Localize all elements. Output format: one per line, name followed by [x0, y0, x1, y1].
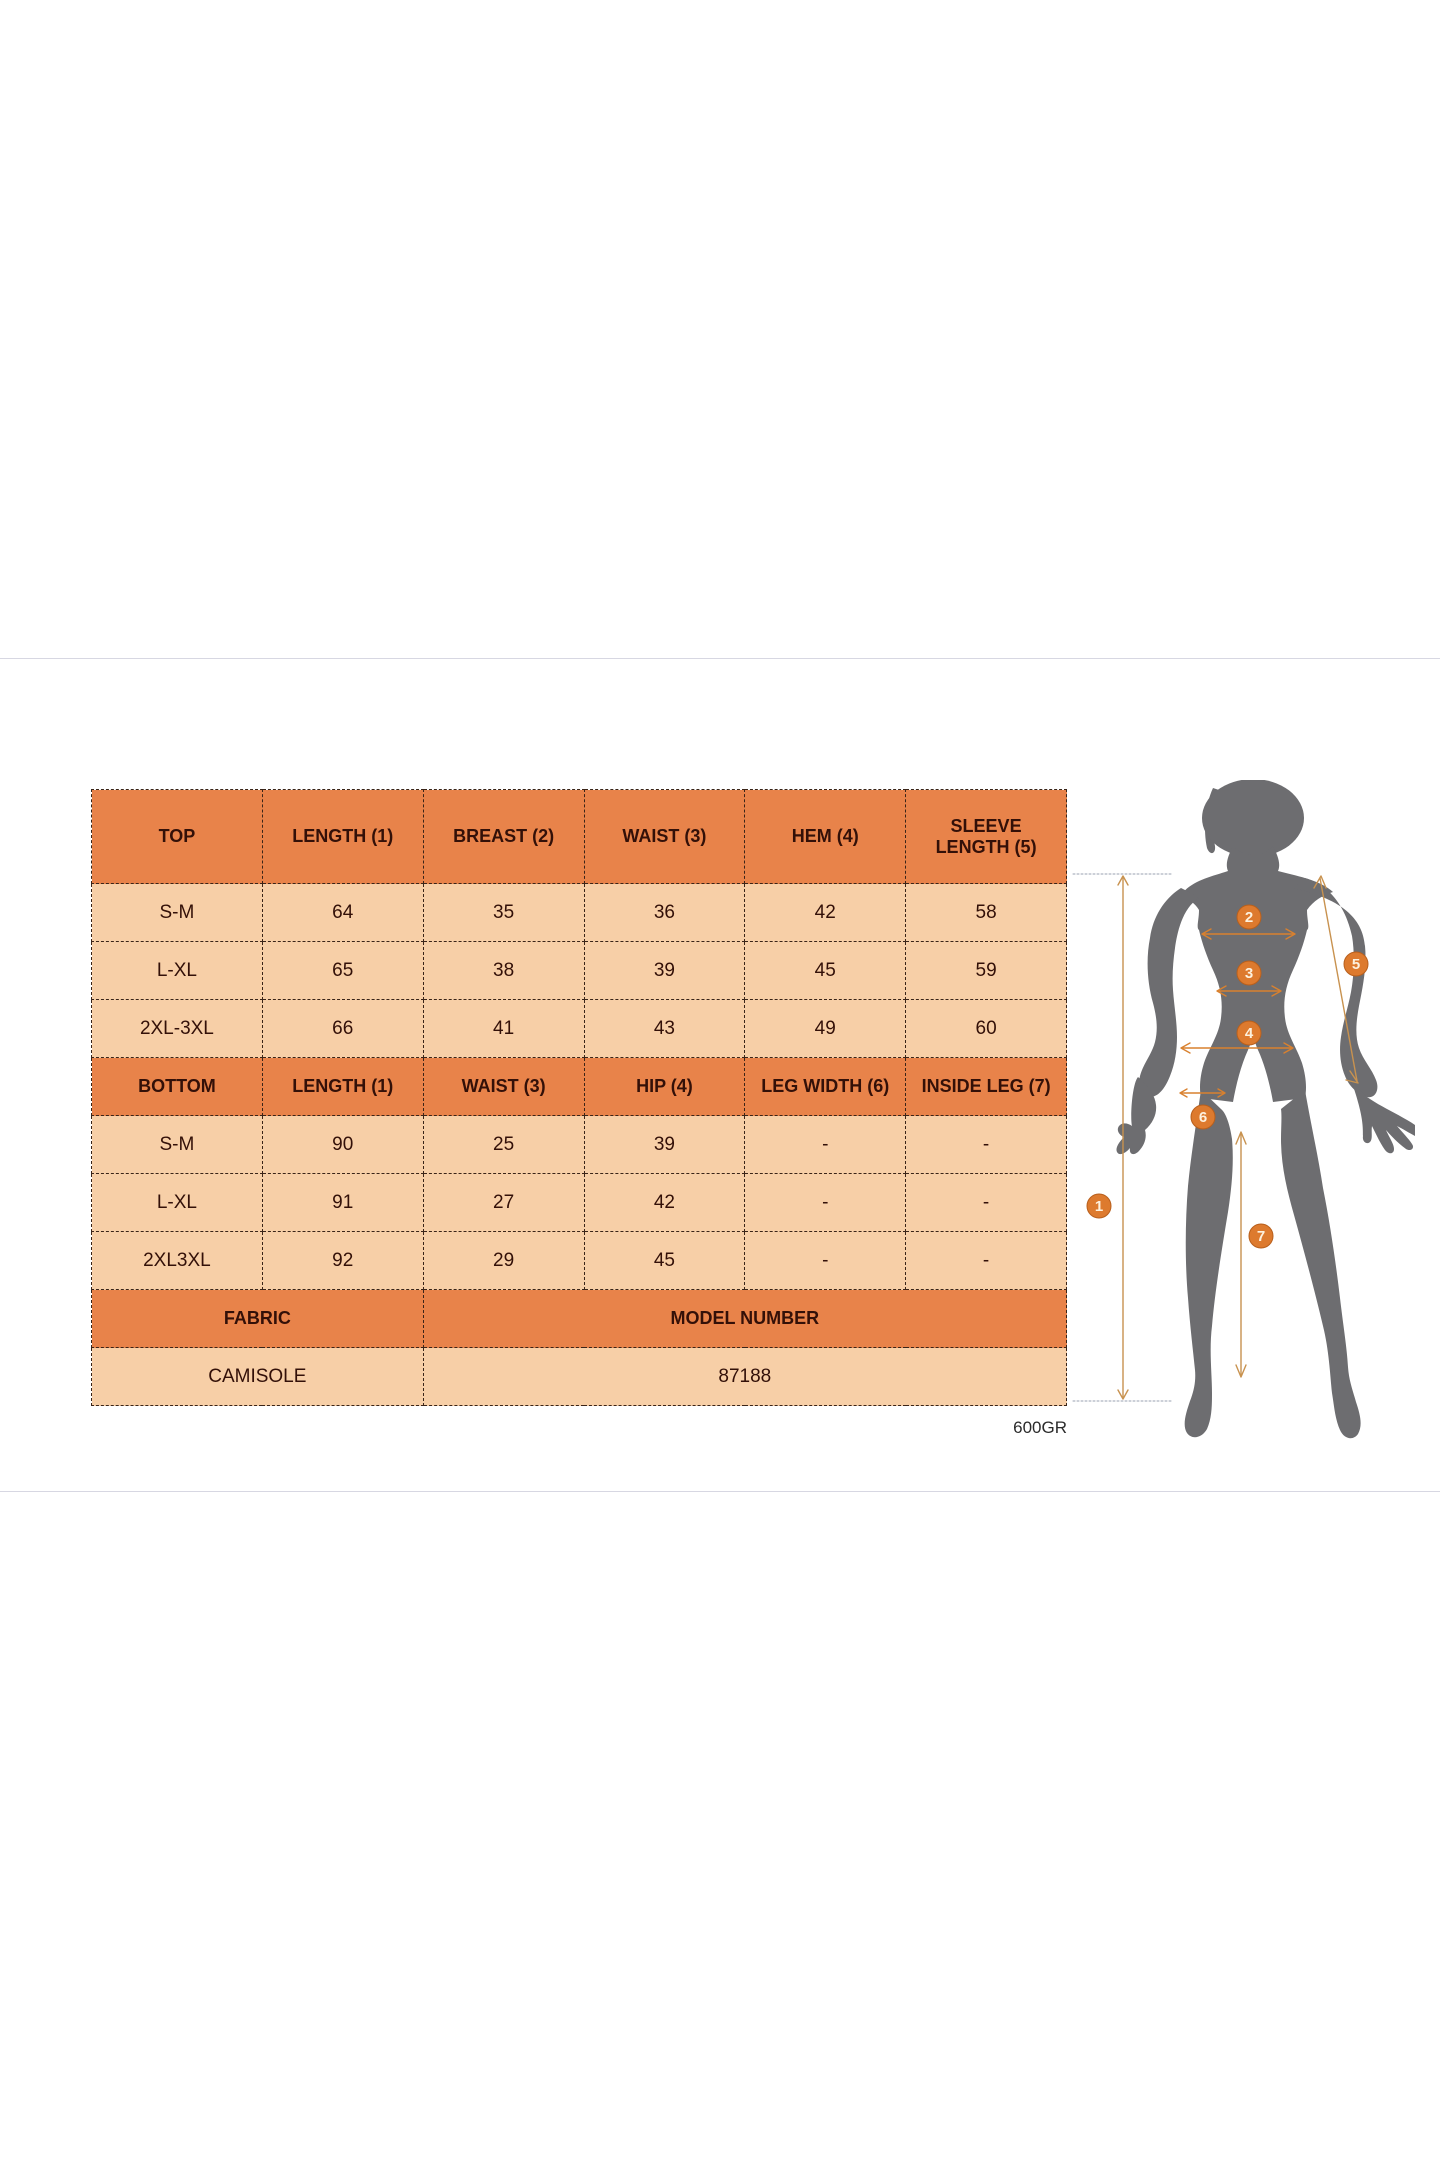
svg-text:4: 4	[1245, 1025, 1254, 1042]
svg-text:1: 1	[1095, 1198, 1103, 1215]
svg-text:5: 5	[1352, 956, 1360, 973]
svg-text:7: 7	[1257, 1228, 1265, 1245]
svg-text:2: 2	[1245, 909, 1253, 926]
svg-text:3: 3	[1245, 965, 1253, 982]
svg-text:6: 6	[1199, 1109, 1207, 1126]
